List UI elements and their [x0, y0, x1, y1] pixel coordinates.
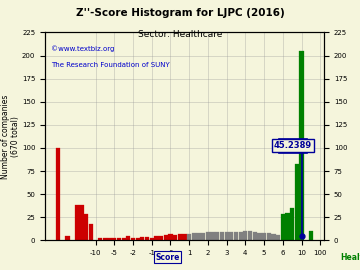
Bar: [267, 233, 271, 240]
Bar: [108, 238, 112, 240]
Bar: [271, 234, 275, 240]
Bar: [154, 236, 158, 240]
Bar: [56, 148, 60, 240]
Bar: [122, 238, 126, 240]
Y-axis label: Number of companies
(670 total): Number of companies (670 total): [1, 94, 21, 178]
Bar: [225, 232, 229, 240]
Text: The Research Foundation of SUNY: The Research Foundation of SUNY: [50, 62, 169, 68]
Bar: [126, 236, 130, 240]
Bar: [150, 238, 154, 240]
Bar: [173, 235, 177, 240]
Bar: [239, 232, 243, 240]
Bar: [211, 232, 215, 240]
Bar: [215, 232, 219, 240]
Bar: [257, 233, 261, 240]
Bar: [140, 237, 144, 240]
Bar: [112, 238, 116, 240]
Bar: [103, 238, 107, 240]
Bar: [145, 237, 149, 240]
Bar: [178, 234, 182, 240]
Bar: [197, 233, 201, 240]
Bar: [309, 231, 313, 240]
Bar: [229, 232, 233, 240]
Bar: [290, 208, 294, 240]
Bar: [248, 231, 252, 240]
Bar: [89, 224, 93, 240]
Text: Sector: Healthcare: Sector: Healthcare: [138, 30, 222, 39]
Bar: [192, 233, 196, 240]
Bar: [276, 235, 280, 240]
Bar: [75, 205, 79, 240]
Bar: [285, 212, 289, 240]
Bar: [164, 235, 168, 240]
Text: ©www.textbiz.org: ©www.textbiz.org: [50, 45, 114, 52]
Bar: [220, 232, 224, 240]
Bar: [281, 214, 285, 240]
Bar: [243, 231, 247, 240]
Text: Score: Score: [156, 253, 180, 262]
Bar: [183, 234, 186, 240]
Text: 45.2389: 45.2389: [274, 141, 312, 150]
Bar: [295, 164, 299, 240]
Bar: [187, 234, 191, 240]
Bar: [262, 233, 266, 240]
Bar: [66, 236, 69, 240]
Bar: [80, 205, 84, 240]
Bar: [131, 238, 135, 240]
Bar: [300, 51, 303, 240]
Bar: [234, 232, 238, 240]
Bar: [98, 238, 102, 240]
Bar: [159, 236, 163, 240]
Text: Healthy: Healthy: [341, 253, 360, 262]
Bar: [201, 233, 205, 240]
Bar: [84, 214, 88, 240]
Bar: [253, 232, 257, 240]
Bar: [206, 232, 210, 240]
Bar: [168, 234, 172, 240]
Bar: [136, 238, 140, 240]
Bar: [117, 238, 121, 240]
Text: Z''-Score Histogram for LJPC (2016): Z''-Score Histogram for LJPC (2016): [76, 8, 284, 18]
